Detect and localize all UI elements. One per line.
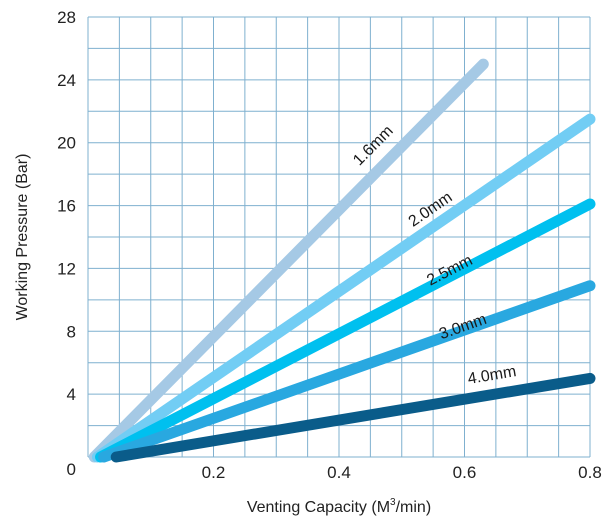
y-tick-label: 16 — [57, 197, 76, 216]
series-label-2-5mm: 2.5mm — [424, 252, 475, 290]
y-tick-label: 28 — [57, 8, 76, 27]
y-tick-label: 12 — [57, 259, 76, 278]
y-tick-label: 0 — [67, 460, 76, 479]
y-tick-labels: 0 4 8 12 16 20 24 28 — [57, 8, 76, 479]
y-tick-label: 8 — [67, 322, 76, 341]
x-axis-title-tail: /min) — [396, 499, 432, 516]
x-tick-label: 0.6 — [453, 463, 477, 482]
y-tick-label: 20 — [57, 134, 76, 153]
series-line-2-0mm — [91, 113, 596, 463]
series-line-4-0mm — [110, 372, 596, 463]
x-axis-title-main: Venting Capacity (M — [247, 499, 390, 516]
x-axis-title: Venting Capacity (M3/min) — [247, 497, 431, 516]
x-tick-label: 0.4 — [327, 463, 351, 482]
x-axis-title-superscript: 3 — [390, 497, 396, 508]
x-tick-labels: 0.2 0.4 0.6 0.8 — [202, 463, 602, 482]
series-lines — [88, 58, 596, 463]
x-tick-label: 0.8 — [578, 463, 602, 482]
y-axis-title: Working Pressure (Bar) — [14, 154, 31, 321]
series-line-3-0mm — [98, 280, 596, 463]
y-tick-label: 24 — [57, 71, 76, 90]
series-line-2-5mm — [95, 198, 596, 463]
series-label-3-0mm: 3.0mm — [437, 311, 489, 343]
y-tick-label: 4 — [67, 385, 76, 404]
x-tick-label: 0.2 — [202, 463, 226, 482]
series-line-1-6mm — [88, 58, 489, 463]
series-label-4-0mm: 4.0mm — [466, 363, 517, 388]
